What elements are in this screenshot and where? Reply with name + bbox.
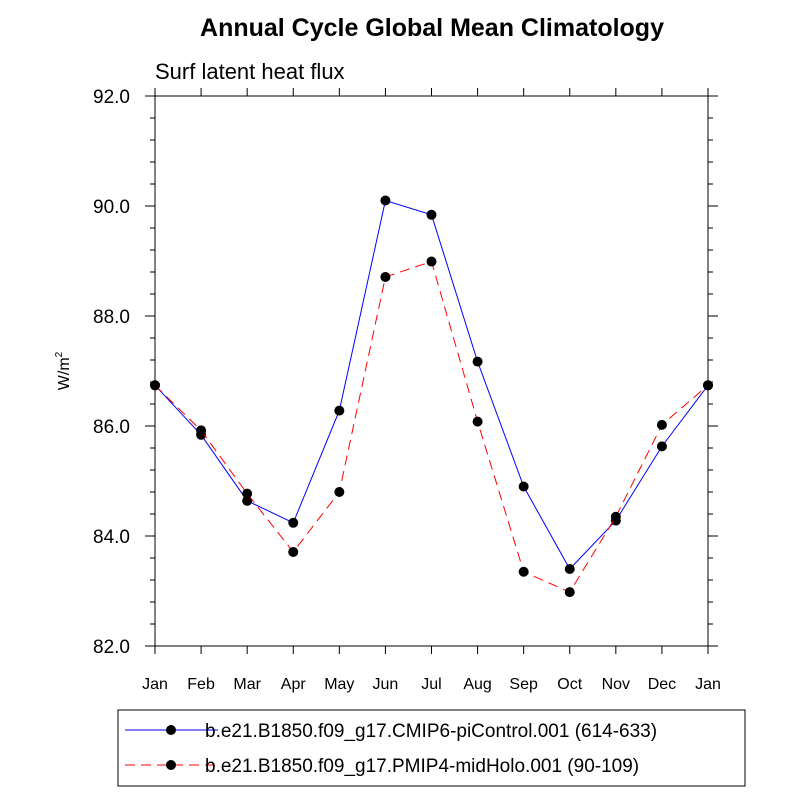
series-0-point <box>472 356 483 367</box>
x-tick-label: Apr <box>281 676 307 693</box>
x-axis: Jan Feb Mar Apr May Jun Jul Aug Sep Oct Nov Dec Jan <box>142 88 721 693</box>
y-tick-label: 82.0 <box>93 637 130 658</box>
x-tick-label: Oct <box>557 676 582 693</box>
x-tick-label: May <box>324 676 354 693</box>
series-0-point <box>380 195 391 206</box>
series-1-point <box>426 256 437 267</box>
y-axis-label-sup: 2 <box>54 351 65 357</box>
series-1-point <box>150 380 160 391</box>
y-tick-label: 88.0 <box>93 307 130 328</box>
series-1-point <box>610 511 621 522</box>
plot-frame <box>154 95 709 647</box>
x-tick-label: Sep <box>509 676 538 693</box>
series-1-point <box>518 566 529 577</box>
series-1-point <box>380 271 391 282</box>
series-1-point <box>656 419 667 430</box>
x-tick-label: Jul <box>421 676 441 693</box>
y-tick-label: 92.0 <box>93 87 130 108</box>
y-axis: 82.0 84.0 86.0 88.0 90.0 92.0 <box>93 87 718 658</box>
series-0-point <box>288 517 299 528</box>
series-0-point <box>564 564 575 574</box>
x-tick-label: Jun <box>373 676 399 693</box>
series-line-1 <box>154 260 709 593</box>
x-tick-label: Aug <box>463 676 491 693</box>
legend-marker-picontrol <box>166 725 176 735</box>
series-0-point <box>334 405 345 416</box>
series-layer <box>150 195 713 598</box>
x-tick-label: Feb <box>187 676 215 693</box>
legend: b.e21.B1850.f09_g17.CMIP6-piControl.001 … <box>117 709 746 787</box>
series-1-point <box>334 487 345 497</box>
legend-marker-midholo <box>166 760 176 770</box>
x-tick-label: Mar <box>233 676 261 693</box>
series-0-point <box>518 481 529 492</box>
x-tick-label: Jan <box>142 676 168 693</box>
y-tick-label: 90.0 <box>93 197 130 218</box>
series-0-point <box>242 495 253 506</box>
legend-label-midholo: b.e21.B1850.f09_g17.PMIP4-midHolo.001 (9… <box>205 756 639 777</box>
x-tick-label: Dec <box>648 676 676 693</box>
series-0-point <box>426 209 437 220</box>
series-line-0 <box>154 199 709 570</box>
y-axis-label-base: W/m <box>56 357 73 390</box>
series-1-point <box>703 380 713 391</box>
x-tick-label: Nov <box>602 676 630 693</box>
x-tick-label: Jan <box>695 676 721 693</box>
y-tick-label: 84.0 <box>93 527 130 548</box>
plot-border <box>154 95 709 647</box>
series-1-point <box>196 425 207 436</box>
series-1-point <box>242 488 253 499</box>
series-0-point <box>656 441 667 452</box>
series-1-point <box>564 587 575 598</box>
chart-title: Annual Cycle Global Mean Climatology <box>200 14 664 42</box>
series-1-point <box>288 546 299 557</box>
y-axis-label: W/m2 <box>54 351 73 390</box>
legend-label-picontrol: b.e21.B1850.f09_g17.CMIP6-piControl.001 … <box>205 721 657 742</box>
legend-box <box>117 709 746 787</box>
chart-subtitle: Surf latent heat flux <box>155 59 345 84</box>
series-1-point <box>472 416 483 427</box>
y-tick-label: 86.0 <box>93 417 130 438</box>
